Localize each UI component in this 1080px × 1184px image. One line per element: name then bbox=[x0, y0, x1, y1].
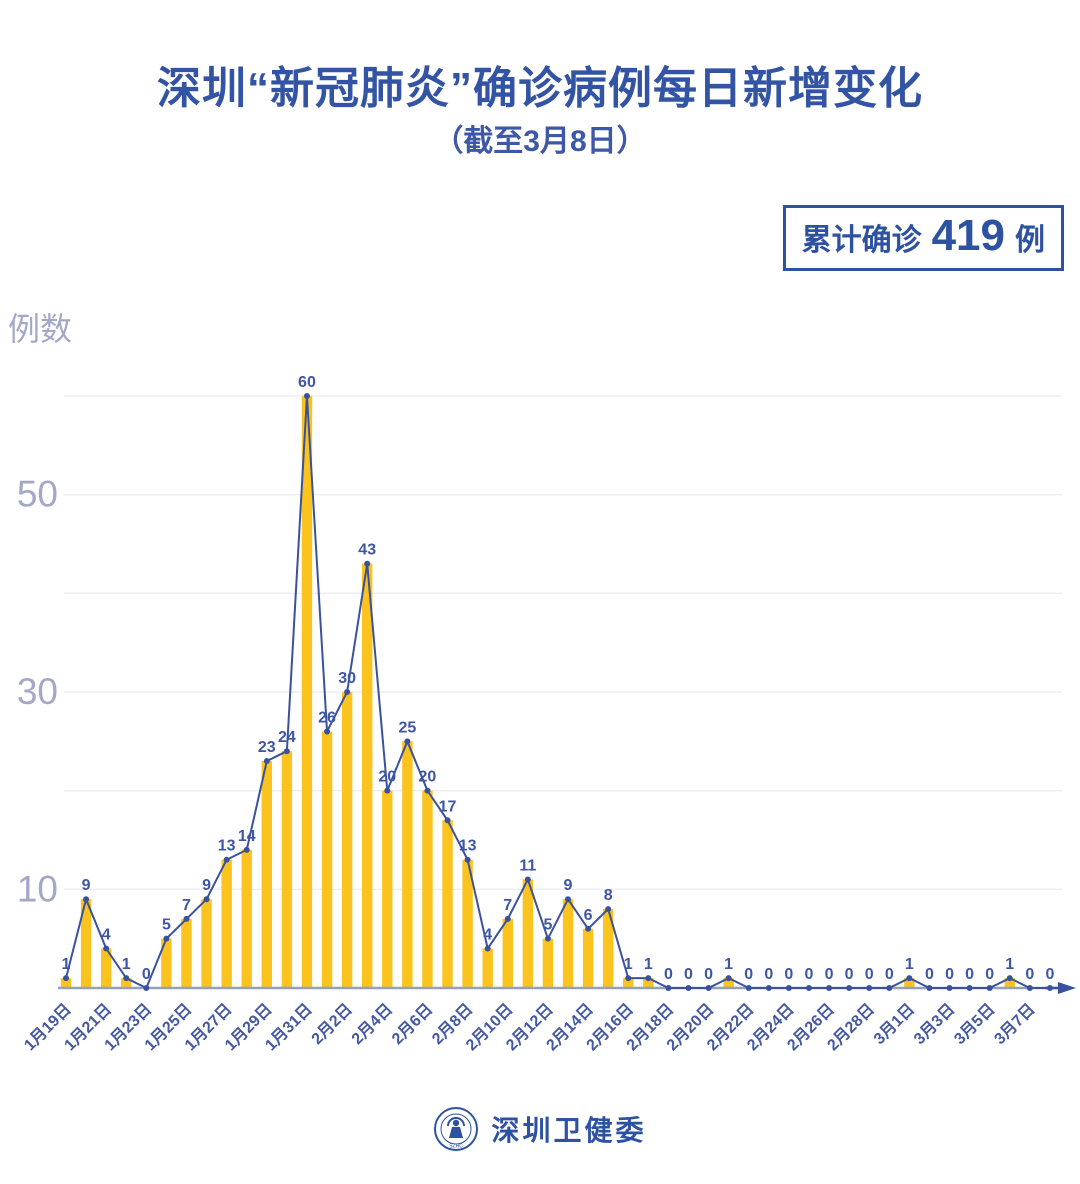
svg-text:11: 11 bbox=[519, 857, 536, 874]
svg-text:0: 0 bbox=[945, 966, 954, 983]
badge-value: 419 bbox=[931, 211, 1005, 260]
footer-org-name: 深圳卫健委 bbox=[491, 1115, 647, 1146]
svg-text:1: 1 bbox=[905, 956, 914, 973]
svg-text:0: 0 bbox=[985, 966, 994, 983]
badge-unit: 例 bbox=[1015, 224, 1045, 257]
svg-text:9: 9 bbox=[202, 877, 211, 894]
daily-cases-bars bbox=[60, 395, 1015, 989]
svg-text:43: 43 bbox=[358, 542, 376, 559]
svg-text:4: 4 bbox=[483, 927, 492, 944]
svg-text:24: 24 bbox=[278, 729, 296, 746]
svg-text:例数: 例数 bbox=[8, 311, 72, 347]
svg-text:0: 0 bbox=[744, 966, 753, 983]
svg-text:0: 0 bbox=[664, 966, 673, 983]
svg-text:0: 0 bbox=[142, 966, 151, 983]
svg-text:0: 0 bbox=[684, 966, 693, 983]
svg-text:3月3日: 3月3日 bbox=[910, 1000, 958, 1048]
svg-text:2月6日: 2月6日 bbox=[388, 1000, 436, 1048]
svg-text:20: 20 bbox=[419, 769, 437, 786]
svg-text:0: 0 bbox=[885, 966, 894, 983]
svg-text:0: 0 bbox=[825, 966, 834, 983]
svg-text:0: 0 bbox=[845, 966, 854, 983]
svg-text:23: 23 bbox=[258, 739, 276, 756]
svg-text:1: 1 bbox=[62, 956, 71, 973]
svg-text:13: 13 bbox=[218, 838, 236, 855]
svg-text:3月1日: 3月1日 bbox=[870, 1000, 918, 1048]
svg-text:0: 0 bbox=[764, 966, 773, 983]
data-point-value-labels: 1941057913142324602630432025201713471159… bbox=[62, 374, 1055, 983]
svg-text:9: 9 bbox=[564, 877, 573, 894]
page-title: 深圳“新冠肺炎”确诊病例每日新增变化 bbox=[157, 64, 923, 113]
svg-text:5: 5 bbox=[543, 917, 552, 934]
svg-text:25: 25 bbox=[398, 719, 416, 736]
svg-text:0: 0 bbox=[704, 966, 713, 983]
svg-text:0: 0 bbox=[865, 966, 874, 983]
x-axis-arrow-icon bbox=[1045, 982, 1076, 994]
svg-text:7: 7 bbox=[503, 897, 512, 914]
badge-prefix: 累计确诊 bbox=[801, 224, 922, 257]
svg-text:2月2日: 2月2日 bbox=[308, 1000, 356, 1048]
svg-text:8: 8 bbox=[604, 887, 613, 904]
svg-text:14: 14 bbox=[238, 828, 256, 845]
svg-text:3月7日: 3月7日 bbox=[991, 1000, 1039, 1048]
svg-text:5: 5 bbox=[162, 917, 171, 934]
svg-text:1: 1 bbox=[122, 956, 131, 973]
svg-text:10: 10 bbox=[17, 868, 58, 909]
svg-text:30: 30 bbox=[17, 671, 58, 712]
trend-line bbox=[65, 395, 1050, 990]
page-subtitle: （截至3月8日） bbox=[433, 125, 647, 158]
svg-text:1: 1 bbox=[644, 956, 653, 973]
svg-text:0: 0 bbox=[1045, 966, 1054, 983]
svg-text:7: 7 bbox=[182, 897, 191, 914]
szhc-emblem-icon: SZHC bbox=[434, 1107, 479, 1151]
svg-text:1: 1 bbox=[724, 956, 733, 973]
x-axis-date-labels: 1月19日1月21日1月23日1月25日1月27日1月29日1月31日2月2日2… bbox=[21, 1000, 1039, 1054]
svg-text:26: 26 bbox=[318, 709, 336, 726]
svg-text:6: 6 bbox=[584, 907, 593, 924]
footer: SZHC 深圳卫健委 bbox=[0, 1106, 1080, 1152]
gridlines bbox=[64, 395, 1062, 891]
cumulative-total-badge: 累计确诊 419 例 bbox=[782, 205, 1064, 271]
svg-text:50: 50 bbox=[17, 474, 58, 515]
y-axis-tick-labels: 10 30 50 bbox=[17, 474, 58, 910]
svg-text:20: 20 bbox=[378, 769, 396, 786]
svg-text:4: 4 bbox=[102, 927, 111, 944]
data-point-markers bbox=[63, 392, 1053, 991]
svg-text:0: 0 bbox=[1025, 966, 1034, 983]
svg-text:9: 9 bbox=[82, 877, 91, 894]
svg-text:1: 1 bbox=[1005, 956, 1014, 973]
szhc-logo-text: SZHC bbox=[450, 1144, 464, 1150]
svg-text:2月4日: 2月4日 bbox=[348, 1000, 396, 1048]
svg-text:0: 0 bbox=[925, 966, 934, 983]
svg-text:1: 1 bbox=[624, 956, 633, 973]
svg-text:17: 17 bbox=[439, 798, 457, 815]
svg-text:30: 30 bbox=[338, 670, 356, 687]
svg-text:13: 13 bbox=[459, 838, 477, 855]
svg-text:60: 60 bbox=[298, 374, 316, 391]
svg-text:3月5日: 3月5日 bbox=[951, 1000, 999, 1048]
y-axis-title: 例数 bbox=[8, 311, 72, 347]
svg-text:0: 0 bbox=[965, 966, 974, 983]
svg-text:0: 0 bbox=[784, 966, 793, 983]
svg-text:0: 0 bbox=[805, 966, 814, 983]
